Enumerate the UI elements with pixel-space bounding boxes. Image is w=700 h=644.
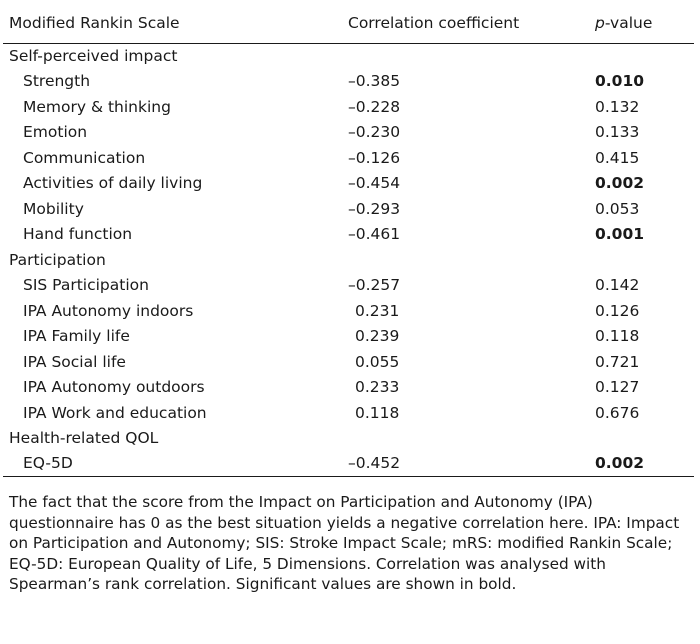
row-p-value: 0.010 — [595, 72, 645, 91]
header-correlation-coefficient: Correlation coefficient — [348, 13, 520, 32]
section-row: Participation — [3, 247, 694, 273]
row-p-value: 0.002 — [595, 174, 645, 193]
section-title: Health-related QOL — [9, 429, 159, 448]
row-correlation-coefficient: –0.454 — [348, 174, 401, 193]
row-p-value: 0.142 — [595, 276, 640, 295]
row-p-value: 0.118 — [595, 327, 640, 346]
section-title: Participation — [9, 250, 106, 269]
section-row: Health-related QOL — [3, 426, 694, 452]
row-correlation-coefficient: –0.230 — [348, 123, 401, 142]
row-correlation-coefficient: 0.233 — [355, 378, 400, 397]
row-p-value: 0.127 — [595, 378, 640, 397]
row-correlation-coefficient: 0.055 — [355, 352, 400, 371]
row-correlation-coefficient: –0.461 — [348, 225, 401, 244]
row-label: IPA Work and education — [23, 403, 207, 422]
section-row: Self-perceived impact — [3, 43, 694, 69]
section-title: Self-perceived impact — [9, 47, 178, 65]
table-footnote: The fact that the score from the Impact … — [9, 492, 694, 595]
table-row: IPA Social life 0.055 0.721 — [3, 349, 694, 375]
correlation-table-container: Modified Rankin Scale Correlation coeffi… — [3, 3, 694, 477]
row-p-value: 0.002 — [595, 451, 694, 477]
row-correlation-coefficient: 0.231 — [355, 301, 400, 320]
table-row: IPA Autonomy indoors 0.231 0.126 — [3, 298, 694, 324]
row-label: IPA Family life — [23, 327, 130, 346]
row-correlation-coefficient: –0.293 — [348, 199, 401, 218]
row-label: IPA Autonomy outdoors — [23, 378, 205, 397]
correlation-table: Modified Rankin Scale Correlation coeffi… — [3, 3, 694, 477]
table-row: Emotion –0.230 0.133 — [3, 120, 694, 146]
row-p-value: 0.132 — [595, 97, 640, 116]
header-p-suffix: -value — [604, 13, 653, 32]
table-row: Memory & thinking –0.228 0.132 — [3, 94, 694, 120]
row-correlation-coefficient: –0.385 — [348, 72, 401, 91]
row-label: Emotion — [23, 123, 88, 142]
row-p-value: 0.133 — [595, 123, 640, 142]
row-label: IPA Autonomy indoors — [23, 301, 194, 320]
row-label: Memory & thinking — [23, 97, 171, 116]
table-row: IPA Autonomy outdoors 0.233 0.127 — [3, 375, 694, 401]
row-label: Strength — [23, 72, 91, 91]
header-p-letter: p — [595, 13, 605, 32]
table-row: EQ-5D –0.452 0.002 — [3, 451, 694, 477]
row-correlation-coefficient: –0.257 — [348, 276, 401, 295]
row-label: Mobility — [23, 199, 84, 218]
row-correlation-coefficient: –0.228 — [348, 97, 401, 116]
table-row: SIS Participation –0.257 0.142 — [3, 273, 694, 299]
row-p-value: 0.721 — [595, 352, 640, 371]
row-correlation-coefficient: –0.126 — [348, 148, 401, 167]
table-row: Communication –0.126 0.415 — [3, 145, 694, 171]
table-row: IPA Work and education 0.118 0.676 — [3, 400, 694, 426]
table-body: Self-perceived impact Strength –0.385 0.010… — [3, 43, 694, 477]
row-label: EQ-5D — [3, 451, 348, 477]
row-correlation-coefficient: 0.239 — [355, 327, 400, 346]
row-label: IPA Social life — [23, 352, 126, 371]
row-p-value: 0.001 — [595, 225, 645, 244]
row-correlation-coefficient: 0.118 — [355, 403, 400, 422]
row-p-value: 0.053 — [595, 199, 640, 218]
table-row: IPA Family life 0.239 0.118 — [3, 324, 694, 350]
table-row: Hand function –0.461 0.001 — [3, 222, 694, 248]
header-p-value: p-value — [595, 3, 694, 43]
row-label: Activities of daily living — [23, 174, 203, 193]
row-label: Communication — [23, 148, 146, 167]
table-header-row: Modified Rankin Scale Correlation coeffi… — [3, 3, 694, 43]
footnote-text: The fact that the score from the Impact … — [9, 493, 680, 594]
row-p-value: 0.415 — [595, 148, 640, 167]
row-p-value: 0.126 — [595, 301, 640, 320]
row-label: SIS Participation — [23, 276, 149, 295]
table-row: Activities of daily living –0.454 0.002 — [3, 171, 694, 197]
table-row: Strength –0.385 0.010 — [3, 69, 694, 95]
header-scale: Modified Rankin Scale — [9, 13, 180, 32]
row-p-value: 0.676 — [595, 403, 640, 422]
table-row: Mobility –0.293 0.053 — [3, 196, 694, 222]
row-correlation-coefficient: –0.452 — [348, 451, 595, 477]
row-label: Hand function — [23, 225, 133, 244]
